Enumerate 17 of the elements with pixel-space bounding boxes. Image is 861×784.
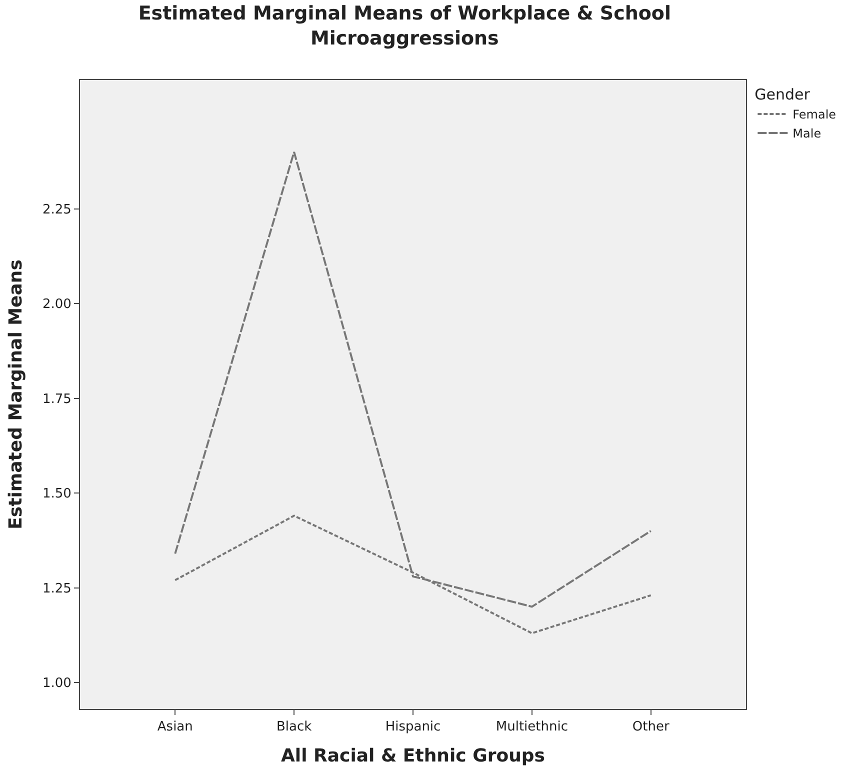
chart-title: Estimated Marginal Means of Workplace & School Microaggressions — [138, 2, 672, 50]
x-tick-label: Hispanic — [385, 720, 441, 735]
y-tick-label: 1.25 — [42, 581, 72, 596]
y-axis-title: Estimated Marginal Means — [6, 260, 27, 530]
y-tick-label: 1.75 — [42, 392, 72, 407]
legend-label: Male — [792, 126, 822, 141]
legend-title: Gender — [754, 86, 811, 104]
y-tick-label: 1.00 — [42, 676, 72, 692]
y-tick-label: 2.00 — [42, 297, 72, 312]
x-axis-title: All Racial & Ethnic Groups — [281, 746, 545, 767]
x-tick-label: Asian — [157, 720, 193, 735]
x-tick-label: Other — [632, 720, 670, 735]
y-tick-label: 1.50 — [42, 486, 72, 502]
x-tick-label: Multiethnic — [496, 720, 568, 735]
y-tick-label: 2.25 — [42, 202, 72, 218]
legend-label: Female — [792, 108, 836, 122]
x-tick-label: Black — [276, 720, 312, 735]
